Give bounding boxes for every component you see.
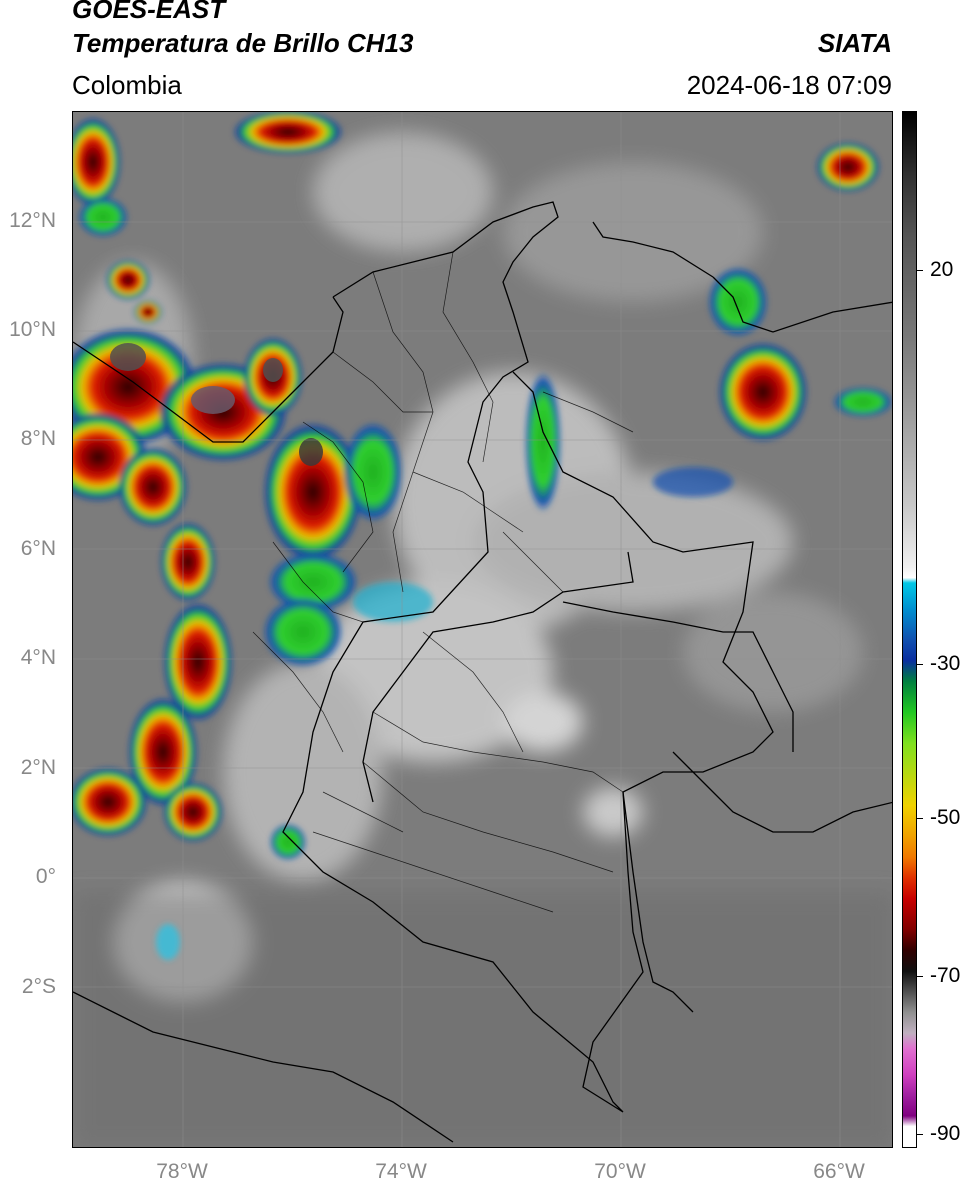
lat-label-2s: 2°S <box>21 975 56 998</box>
colorbar-tick-minus30 <box>917 664 923 665</box>
colorbar-tick-20 <box>917 270 923 271</box>
lat-label-8n: 8°N <box>20 427 56 450</box>
lat-label-0: 0° <box>35 865 56 888</box>
agency-label: SIATA <box>817 28 892 58</box>
lat-label-12n: 12°N <box>9 209 56 232</box>
cold-cores <box>110 343 323 466</box>
lat-label-6n: 6°N <box>20 537 56 560</box>
lat-label-4n: 4°N <box>20 646 56 669</box>
temperature-colorbar <box>902 111 917 1148</box>
lon-label-78w: 78°W <box>156 1160 208 1183</box>
colorbar-label-minus50: -50 <box>930 806 961 829</box>
colorbar-tick-minus70 <box>917 976 923 977</box>
satellite-title: GOES-EAST <box>72 0 226 24</box>
satellite-map[interactable] <box>72 111 893 1148</box>
map-canvas <box>73 112 892 1147</box>
colorbar-label-20: 20 <box>930 258 954 281</box>
datetime-label: 2024-06-18 07:09 <box>686 70 892 100</box>
colorbar-label-minus90: -90 <box>930 1122 961 1145</box>
colorbar-tick-minus50 <box>917 818 923 819</box>
lon-label-70w: 70°W <box>594 1160 646 1183</box>
colorbar-label-minus70: -70 <box>930 964 961 987</box>
region-label: Colombia <box>72 70 182 100</box>
colorbar-label-minus30: -30 <box>930 652 961 675</box>
product-title: Temperatura de Brillo CH13 <box>72 28 414 58</box>
lon-label-66w: 66°W <box>813 1160 865 1183</box>
lon-label-74w: 74°W <box>375 1160 427 1183</box>
lat-label-2n: 2°N <box>20 756 56 779</box>
convective-cells <box>73 112 892 960</box>
colorbar-tick-minus90 <box>917 1134 923 1135</box>
country-borders <box>73 201 892 1143</box>
department-borders <box>252 251 634 913</box>
lat-label-10n: 10°N <box>9 318 56 341</box>
